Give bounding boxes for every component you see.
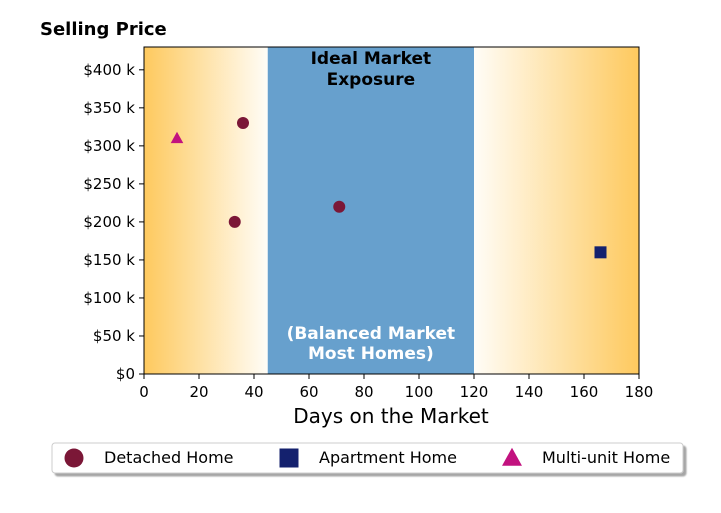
y-axis: $0 $50 k $100 k $150 k $200 k $250 k $300 k $35…	[83, 61, 144, 383]
band-bottom-label-line-2: Most Homes)	[308, 344, 434, 364]
x-tick-label: 180	[625, 383, 654, 401]
y-tick-label: $100 k	[83, 289, 135, 307]
x-tick-label: 20	[189, 383, 208, 401]
y-tick-label: $50 k	[93, 327, 135, 345]
band-top-label-line-1: Ideal Market	[311, 49, 432, 69]
y-tick-label: $0	[116, 365, 135, 383]
apartment-home-point	[594, 246, 607, 259]
x-axis-label: Days on the Market	[293, 404, 489, 428]
x-tick-label: 120	[460, 383, 489, 401]
right-gradient-region	[474, 47, 639, 374]
band-top-label-line-2: Exposure	[327, 70, 416, 90]
x-tick-label: 80	[354, 383, 373, 401]
chart-title: Selling Price	[40, 19, 167, 40]
x-tick-label: 160	[570, 383, 599, 401]
data-points	[170, 117, 607, 259]
x-tick-label: 100	[405, 383, 434, 401]
legend-label-detached-home: Detached Home	[104, 448, 234, 467]
legend: Detached Home Apartment Home Multi-unit Ho…	[51, 442, 684, 474]
ideal-exposure-band	[267, 47, 474, 374]
legend-marker-multi-unit-home	[502, 447, 522, 466]
y-tick-label: $300 k	[83, 137, 135, 155]
y-tick-label: $250 k	[83, 175, 135, 193]
plot-area: Ideal Market Exposure (Balanced Market M…	[143, 46, 640, 375]
y-tick-label: $350 k	[83, 99, 135, 117]
legend-label-apartment-home: Apartment Home	[319, 448, 457, 467]
detached-home-point	[237, 117, 249, 130]
legend-items: Detached Home Apartment Home Multi-unit Ho…	[64, 447, 670, 468]
y-tick-label: $400 k	[83, 61, 135, 79]
multi-unit-home-point	[170, 131, 184, 144]
band-bottom-label-line-1: (Balanced Market	[287, 324, 456, 344]
y-tick-label: $200 k	[83, 213, 135, 231]
legend-marker-apartment-home	[279, 448, 299, 468]
detached-home-point	[333, 200, 346, 213]
y-tick-label: $150 k	[83, 251, 135, 269]
legend-box	[51, 442, 684, 474]
x-tick-label: 140	[515, 383, 544, 401]
left-gradient-region	[144, 47, 268, 374]
x-axis: 0 20 40 60 80 100 120 140 160 180	[139, 374, 653, 401]
x-tick-label: 40	[244, 383, 263, 401]
legend-marker-detached-home	[64, 448, 84, 468]
detached-home-point	[228, 215, 241, 228]
x-tick-label: 0	[139, 383, 149, 401]
plot-frame	[143, 46, 640, 375]
x-tick-label: 60	[299, 383, 318, 401]
legend-label-multi-unit-home: Multi-unit Home	[542, 448, 670, 467]
